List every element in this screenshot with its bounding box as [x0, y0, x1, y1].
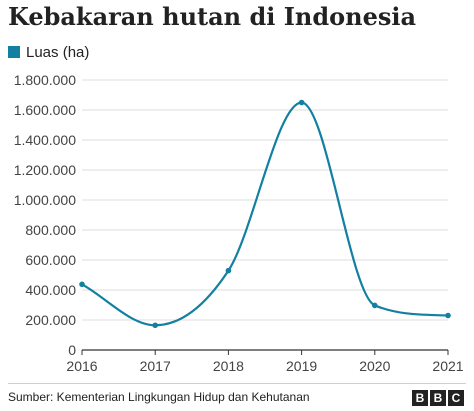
y-tick-label: 1.200.000 — [14, 162, 76, 178]
x-tick-label: 2020 — [359, 358, 390, 374]
y-tick-label: 1.000.000 — [14, 192, 76, 208]
y-tick-label: 1.400.000 — [14, 132, 76, 148]
x-tick-label: 2017 — [140, 358, 171, 374]
data-point — [152, 322, 158, 329]
x-tick-label: 2019 — [286, 358, 317, 374]
bbc-logo-letter: C — [448, 390, 464, 406]
legend-swatch — [8, 46, 20, 58]
source-note: Sumber: Kementerian Lingkungan Hidup dan… — [8, 390, 310, 404]
data-point — [372, 302, 378, 309]
x-tick-label: 2016 — [66, 358, 97, 374]
y-tick-label: 0 — [68, 342, 76, 358]
y-tick-label: 400.000 — [25, 282, 76, 298]
y-tick-label: 1.600.000 — [14, 102, 76, 118]
legend-label: Luas (ha) — [26, 43, 90, 61]
legend: Luas (ha) — [8, 42, 89, 62]
data-point — [298, 99, 305, 106]
footer-divider — [8, 383, 466, 384]
series-line — [81, 101, 449, 327]
x-tick-label: 2021 — [432, 358, 463, 374]
data-point — [225, 267, 232, 274]
y-tick-label: 600.000 — [25, 252, 76, 268]
data-point — [445, 312, 451, 319]
y-tick-label: 200.000 — [25, 312, 76, 328]
bbc-logo: B B C — [412, 390, 464, 406]
chart-title: Kebakaran hutan di Indonesia — [8, 2, 417, 31]
bbc-logo-letter: B — [430, 390, 446, 406]
y-tick-label: 800.000 — [25, 222, 76, 238]
x-tick-label: 2018 — [213, 358, 244, 374]
y-tick-label: 1.800.000 — [14, 72, 76, 88]
bbc-logo-letter: B — [412, 390, 428, 406]
data-point — [79, 281, 85, 288]
